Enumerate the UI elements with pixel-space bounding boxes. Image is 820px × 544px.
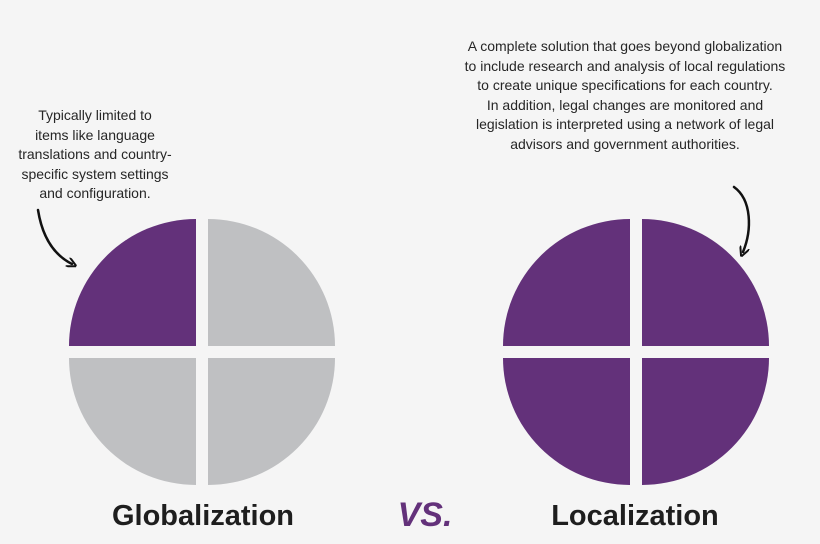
right-arrow — [732, 185, 751, 252]
note-line: Typically limited to — [38, 107, 152, 123]
globalization-quadrant-bottom-left — [69, 358, 196, 485]
note-line: and configuration. — [39, 185, 151, 201]
note-line: legislation is interpreted using a netwo… — [475, 116, 775, 132]
note-line: to create unique specifications for each… — [477, 77, 773, 93]
globalization-quadrant-top-right — [208, 219, 335, 346]
note-line: specific system settings — [21, 165, 169, 182]
localization-quadrant-top-left — [503, 219, 630, 346]
globalization-pie — [69, 219, 335, 485]
note-line: A complete solution that goes beyond glo… — [467, 38, 783, 54]
note-line: translations and country- — [18, 146, 172, 162]
localization-quadrant-bottom-left — [503, 358, 630, 485]
localization-caption: Localization — [551, 500, 719, 532]
localization-pie — [503, 219, 769, 485]
localization-quadrant-bottom-right — [642, 358, 769, 485]
globalization-caption: Globalization — [111, 500, 295, 532]
globalization-quadrant-top-left — [69, 219, 196, 346]
localization-note: A complete solution that goes beyond glo… — [440, 37, 810, 154]
note-line: to include research and analysis of loca… — [464, 57, 786, 74]
localization-quadrant-top-right — [642, 219, 769, 346]
note-line: In addition, legal changes are monitored… — [486, 96, 764, 113]
left-arrow — [36, 208, 72, 264]
globalization-note: Typically limited to items like language… — [0, 106, 190, 204]
note-line: items like language — [35, 126, 155, 143]
note-line: advisors and government authorities. — [510, 135, 740, 152]
globalization-quadrant-bottom-right — [208, 358, 335, 485]
vs-label: VS. — [397, 496, 453, 534]
